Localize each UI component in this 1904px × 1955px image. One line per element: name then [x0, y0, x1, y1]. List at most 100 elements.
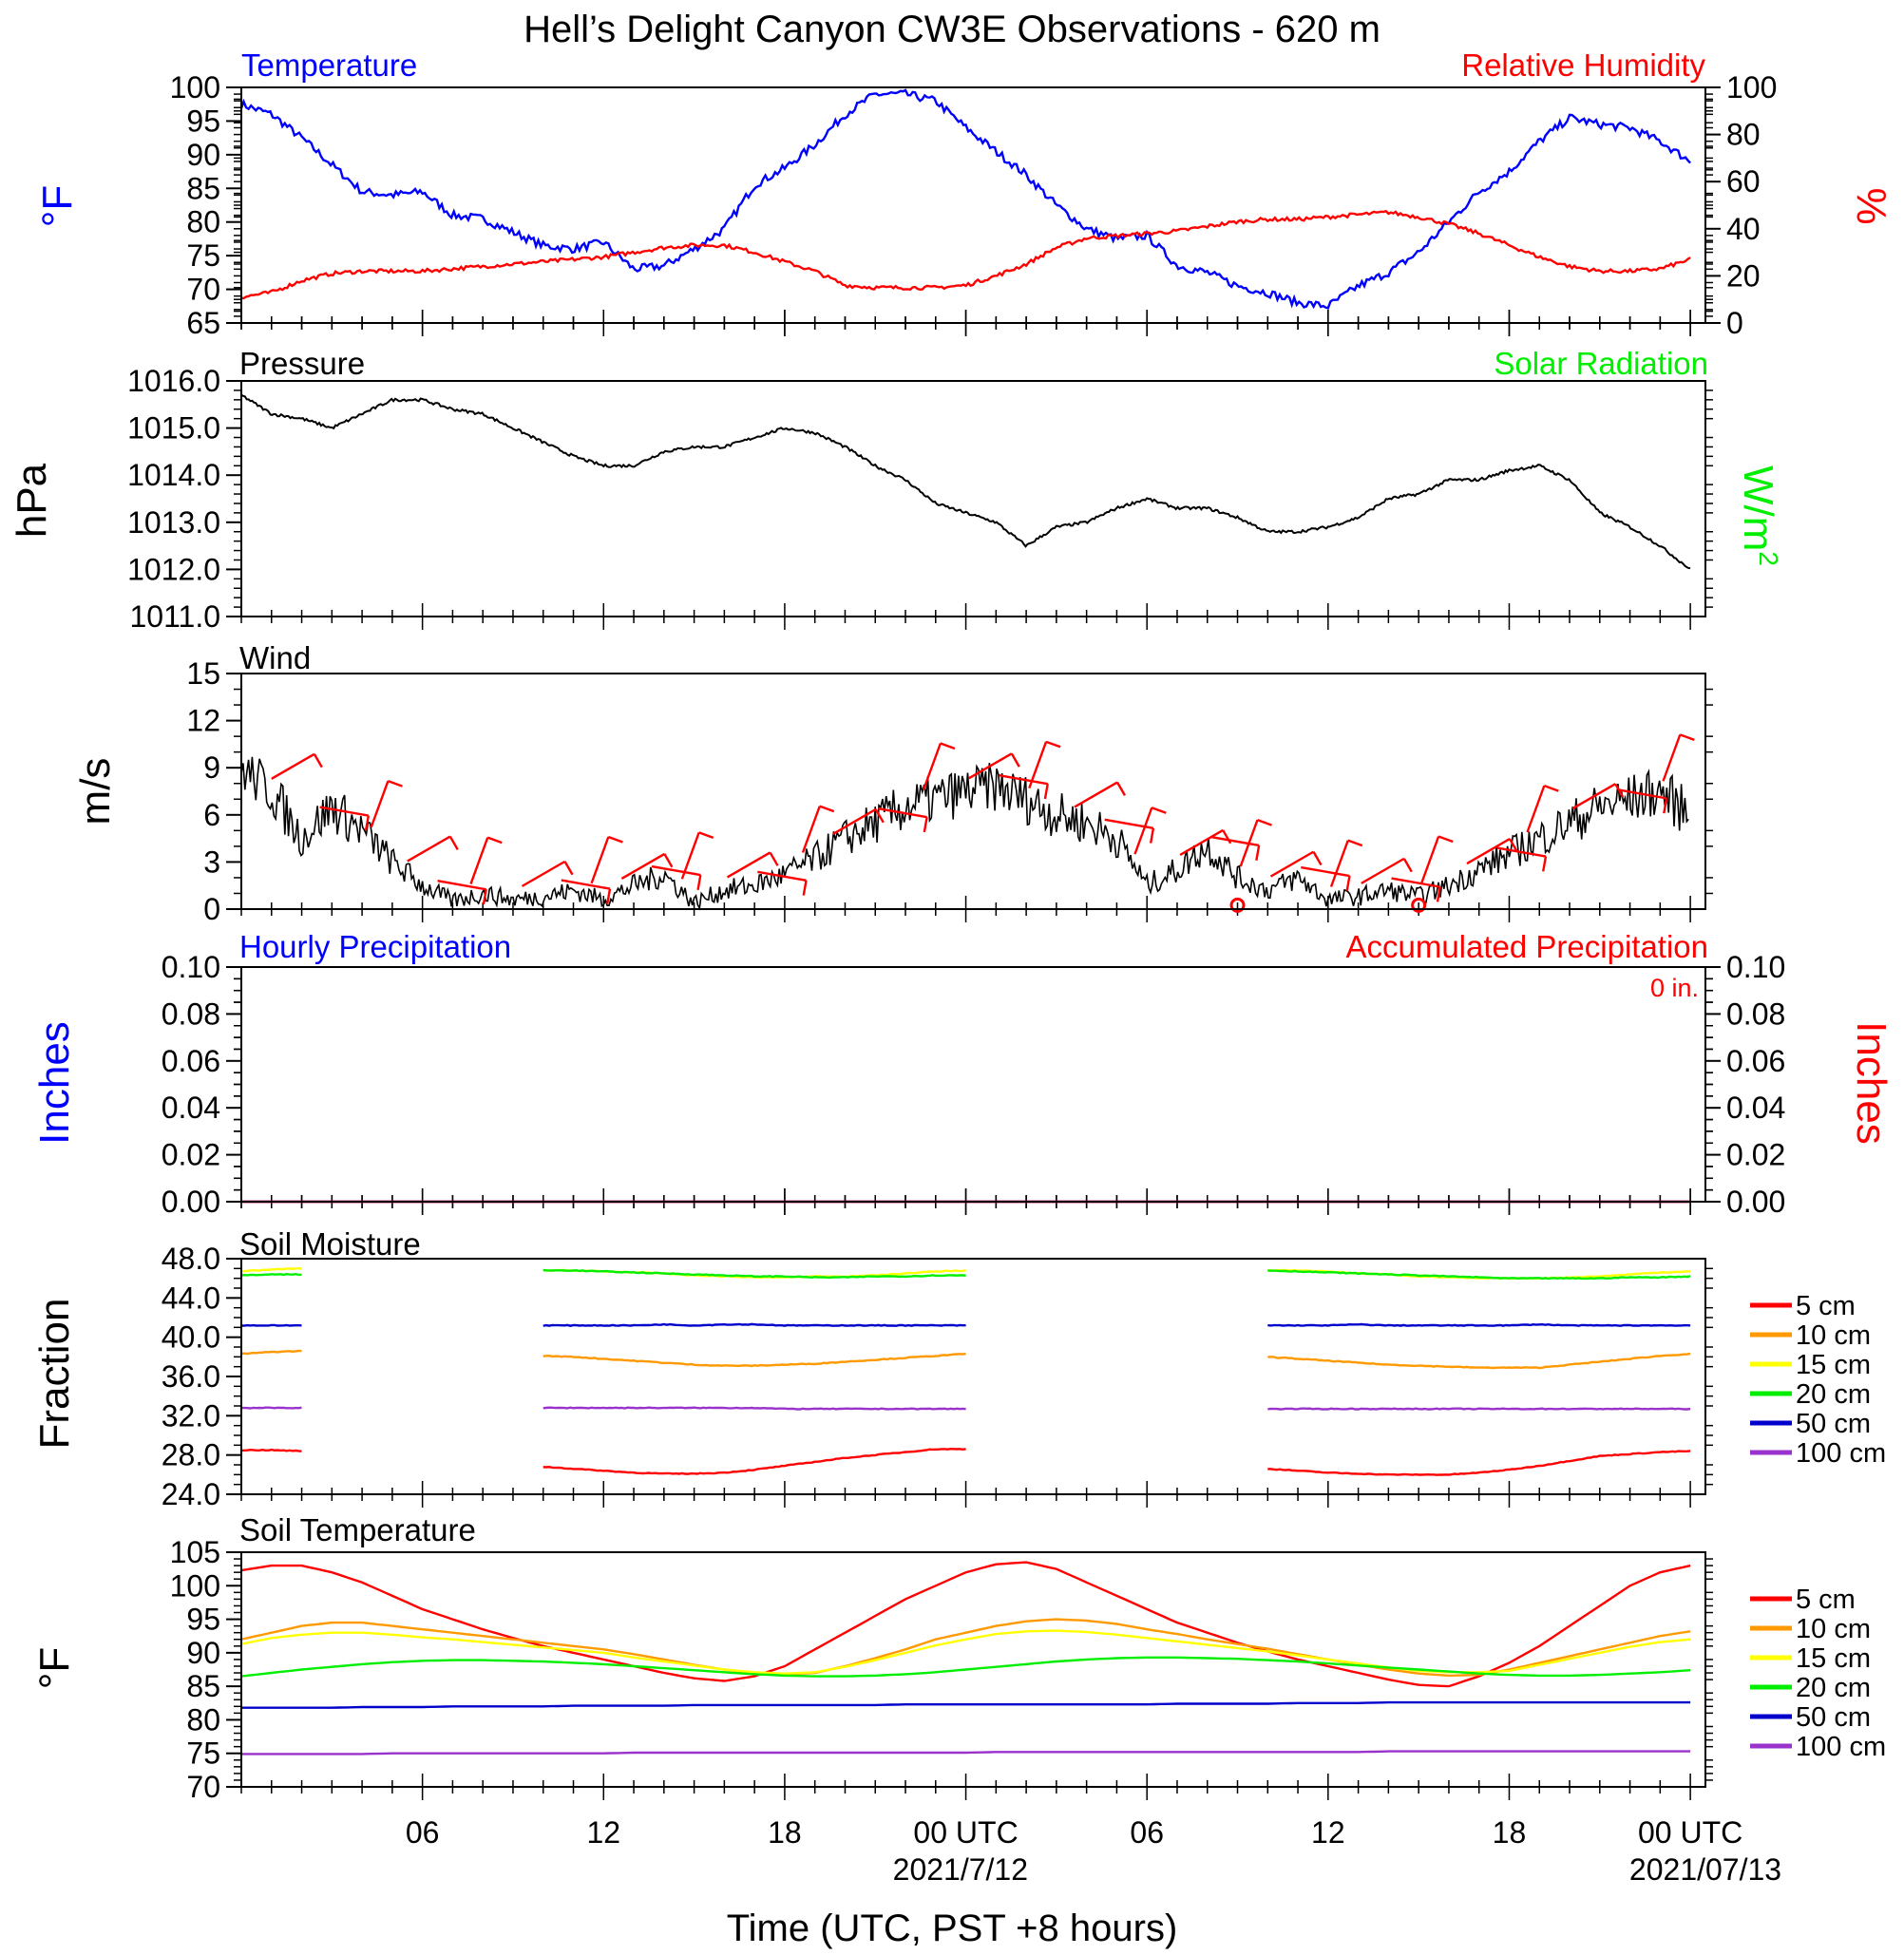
left-tick-label: 15: [186, 656, 220, 691]
soil-moisture-line-20cm: [240, 1272, 302, 1277]
left-tick-label: 105: [170, 1535, 220, 1569]
temperature-line: [239, 88, 1691, 310]
soil-temp-line-5cm: [240, 1561, 1691, 1688]
wind-barb-flag: [1438, 835, 1454, 844]
panel-wind: Wind m/s 15 12 9 6 3 0: [72, 640, 1713, 926]
left-tick-label: 100: [170, 70, 220, 104]
panel-2-frame: [240, 380, 1706, 617]
soil-moisture-line-10cm: [1267, 1352, 1691, 1370]
legend-label: 5 cm: [1796, 1585, 1856, 1615]
wind-barb-flag: [819, 805, 835, 813]
wind-barb-flag: [482, 889, 487, 905]
right-tick-label: 0.00: [1726, 1185, 1785, 1219]
left-tick-label: 1012.0: [127, 552, 220, 586]
soil-moisture-line-100cm: [1267, 1407, 1691, 1411]
wind-barb-shaft: [922, 743, 942, 790]
soil-temp-line-15cm: [240, 1629, 1691, 1675]
wind-barb-flag: [1542, 856, 1548, 872]
hourly-precip-title: Hourly Precipitation: [239, 929, 511, 964]
left-tick-label: 3: [203, 845, 220, 879]
left-tick-label: 90: [186, 1636, 220, 1670]
wind-barb-shaft: [1074, 781, 1118, 808]
calm-wind-marker: [1411, 897, 1427, 913]
legend-label: 100 cm: [1796, 1438, 1886, 1469]
wind-barb-flag: [1679, 733, 1695, 741]
legend-label: 10 cm: [1796, 1614, 1871, 1644]
temperature-axis-label: °F: [34, 185, 81, 227]
left-tick-label: 75: [186, 238, 220, 273]
panel-pressure: Pressure Solar Radiation hPa W/m2 1016.0…: [9, 346, 1783, 634]
panel-5-axis-ticks: 48.0 44.0 40.0 36.0 32.0 28.0 24.0: [162, 1242, 1713, 1511]
wind-barb-flag: [802, 880, 808, 896]
date-label-1: 2021/7/12: [893, 1852, 1028, 1887]
left-tick-label: 28.0: [162, 1438, 220, 1472]
left-tick-label: 32.0: [162, 1398, 220, 1433]
left-tick-label: 0.10: [162, 950, 220, 984]
wind-barb-flag: [607, 835, 623, 844]
wind-panel-title: Wind: [239, 640, 311, 675]
wind-barb-shaft: [680, 831, 700, 880]
x-tick-label: 00 UTC: [913, 1815, 1018, 1850]
left-tick-label: 90: [186, 138, 220, 172]
time-axis: 2021/7/12 2021/07/13 Time (UTC, PST +8 h…: [406, 1815, 1781, 1949]
wind-barb-flag: [663, 853, 674, 868]
left-tick-label: 9: [203, 750, 220, 785]
soil-moisture-line-5cm: [240, 1448, 302, 1452]
wind-barb-flag: [1347, 839, 1363, 847]
wind-barb-flag: [364, 815, 371, 831]
wind-barb-shaft: [561, 879, 611, 890]
x-tick-label: 12: [1311, 1815, 1345, 1850]
left-tick-label: 85: [186, 1669, 220, 1703]
solar-axis-label-group: W/m2: [1735, 465, 1783, 566]
wind-barb-shaft: [1496, 846, 1547, 858]
left-tick-label: 0.00: [162, 1185, 220, 1219]
panel-4-axis-ticks: 0.10 0.08 0.06 0.04 0.02 0.00 0.10 0.08 0.06 0.04…: [162, 950, 1786, 1219]
right-tick-label: 60: [1726, 164, 1761, 199]
panel-6-frame: [240, 1551, 1706, 1788]
wind-barb-flag: [563, 861, 574, 876]
wind-barb-shaft: [1028, 741, 1048, 789]
wind-barb-flag: [1436, 886, 1441, 902]
hourly-precip-axis-label: Inches: [31, 1021, 78, 1145]
soil-moisture-line-10cm: [543, 1352, 966, 1368]
wind-barb-shaft: [1420, 836, 1440, 883]
legend-label: 10 cm: [1796, 1320, 1871, 1351]
wind-barb-flag: [1010, 752, 1020, 768]
wind-barb-flag: [874, 808, 885, 824]
wind-barb-flag: [1312, 851, 1323, 866]
wind-barb-flag: [698, 831, 714, 839]
left-tick-label: 12: [186, 704, 220, 738]
legend-label: 5 cm: [1796, 1291, 1856, 1321]
wind-barb-flag: [1115, 781, 1127, 796]
wind-barb-shaft: [1571, 783, 1616, 810]
right-tick-label: 40: [1726, 212, 1761, 246]
right-tick-label: 0: [1726, 306, 1743, 340]
wind-barb-flag: [1043, 783, 1049, 800]
panel-4-frame: [240, 966, 1706, 1203]
soil-moisture-line-100cm: [241, 1406, 302, 1410]
legend-label: 15 cm: [1796, 1643, 1871, 1674]
humidity-panel-title: Relative Humidity: [1461, 47, 1705, 83]
wind-barb-shaft: [1526, 785, 1546, 833]
wind-barb-shaft: [620, 852, 665, 880]
wind-barb-shaft: [1617, 788, 1667, 800]
soil-moisture-line-10cm: [240, 1349, 302, 1356]
wind-speed-line: [240, 756, 1689, 911]
wind-barb-shaft: [757, 870, 807, 883]
right-tick-label: 80: [1726, 118, 1761, 152]
right-tick-label: 0.06: [1726, 1044, 1785, 1078]
left-tick-label: 1015.0: [127, 411, 220, 446]
x-tick-label: 06: [1130, 1815, 1164, 1850]
wind-barb-flag: [1255, 845, 1261, 861]
panel-3-series: [240, 733, 1695, 913]
left-tick-label: 48.0: [162, 1242, 220, 1276]
panel-1-frame: [240, 86, 1706, 324]
wind-barb-shaft: [590, 836, 610, 884]
soil-moisture-line-15cm: [240, 1266, 302, 1273]
panel-soil-moisture: Soil Moisture Fraction 48.0 44.0 40.0 36.0 3…: [31, 1226, 1886, 1511]
left-tick-label: 0: [203, 892, 220, 926]
figure-title: Hell’s Delight Canyon CW3E Observations …: [524, 9, 1380, 50]
wind-barb-flag: [1402, 858, 1413, 873]
